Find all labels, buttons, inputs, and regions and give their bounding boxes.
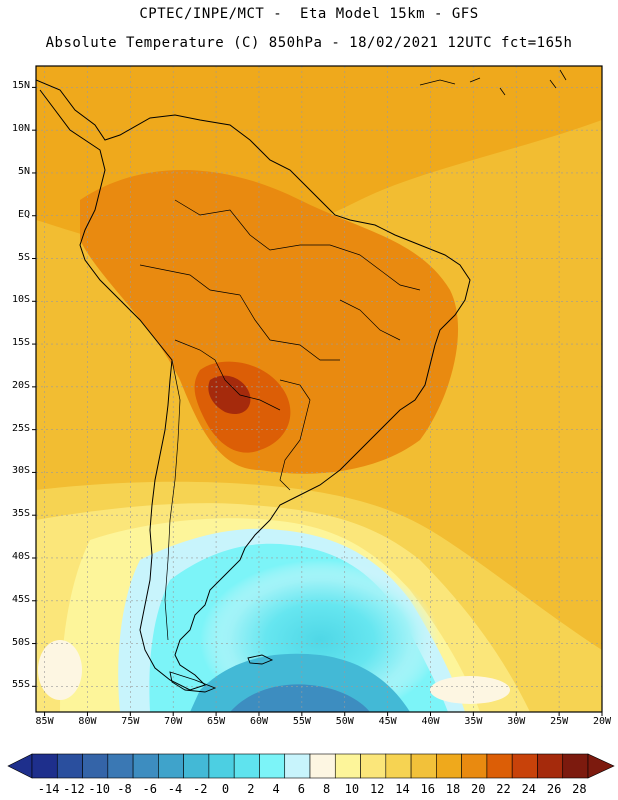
latitude-tick-label: 35S: [11, 508, 30, 520]
field-cream-spot-west: [38, 640, 82, 700]
colorbar-swatch: [360, 753, 387, 779]
colorbar-tick-label: 2: [247, 782, 255, 796]
colorbar-swatch: [436, 753, 462, 779]
longitude-tick-label: 85W: [35, 716, 54, 727]
longitude-tick-label: 20W: [592, 716, 612, 727]
colorbar-high-arrow: [587, 753, 615, 779]
colorbar-swatch: [385, 753, 412, 779]
map-frame: [35, 65, 603, 713]
colorbar-tick-label: -10: [88, 782, 111, 796]
longitude-tick-label: 25W: [550, 716, 569, 727]
colorbar-tick-label: -6: [142, 782, 157, 796]
colorbar-tick-label: 12: [369, 782, 385, 796]
latitude-tick-label: 15S: [11, 337, 30, 349]
field-band-neg4: [230, 684, 370, 712]
chart-title: CPTEC/INPE/MCT - Eta Model 15km - GFS: [139, 6, 479, 22]
colorbar-swatch: [309, 753, 336, 779]
longitude-tick-label: 65W: [207, 716, 226, 727]
longitude-tick-label: 55W: [292, 716, 311, 727]
longitude-tick-label: 35W: [464, 716, 483, 727]
colorbar-swatch: [183, 753, 210, 779]
latitude-tick-label: 40S: [11, 550, 30, 562]
colorbar-swatch: [31, 753, 58, 779]
latitude-tick-label: 55S: [11, 679, 30, 691]
latitude-tick-label: 10S: [11, 294, 30, 306]
colorbar-swatch: [334, 753, 361, 779]
colorbar-tick-label: 6: [297, 782, 305, 796]
field-band-0: [190, 653, 410, 712]
colorbar-tick-label: 26: [546, 782, 562, 796]
colorbar-tick-label: -8: [117, 782, 132, 796]
colorbar-swatch: [486, 753, 513, 779]
colorbar-low-arrow: [7, 753, 33, 779]
colorbar-swatch: [233, 753, 260, 779]
map-gridlines: [36, 66, 602, 712]
colorbar-swatch: [259, 753, 286, 779]
colorbar-swatch: [56, 753, 83, 779]
colorbar-swatch: [537, 753, 564, 779]
latitude-tick-label: 15N: [11, 80, 30, 92]
colorbar-tick-label: -2: [193, 782, 208, 796]
latitude-tick-label: 20S: [11, 379, 30, 391]
colorbar-swatch: [511, 753, 538, 779]
longitude-tick-label: 45W: [378, 716, 397, 727]
colorbar: [7, 753, 615, 779]
colorbar-tick-label: 28: [572, 782, 587, 796]
latitude-tick-label: 5S: [17, 251, 30, 263]
field-cream-spot: [430, 676, 510, 704]
axis-ticks: [32, 86, 603, 716]
colorbar-tick-label: 20: [471, 782, 486, 796]
colorbar-swatch: [208, 753, 235, 779]
colorbar-swatch: [284, 753, 311, 779]
longitude-tick-label: 50W: [335, 716, 354, 727]
latitude-tick-label: 25S: [11, 422, 30, 434]
latitude-tick-label: 50S: [11, 636, 30, 648]
south-america-coastline: [36, 79, 471, 691]
colorbar-tick-label: 16: [420, 782, 435, 796]
colorbar-tick-label: 14: [395, 782, 410, 796]
colorbar-tick-label: 18: [445, 782, 461, 796]
colorbar-tick-label: -4: [167, 782, 183, 796]
colorbar-tick-label: -12: [63, 782, 85, 796]
longitude-tick-label: 30W: [507, 716, 526, 727]
longitude-tick-label: 40W: [421, 716, 440, 727]
colorbar-swatch: [461, 753, 488, 779]
colorbar-swatch: [410, 753, 437, 779]
colorbar-swatch: [158, 753, 184, 779]
colorbar-tick-label: 0: [221, 782, 230, 796]
colorbar-tick-label: 24: [521, 782, 537, 796]
caribbean-islands: [419, 69, 567, 96]
colorbar-tick-label: 10: [344, 782, 360, 796]
latitude-tick-label: 45S: [11, 593, 30, 605]
latitude-tick-label: 5N: [17, 165, 30, 177]
colorbar-tick-label: 4: [272, 782, 280, 796]
field-continent-warm: [80, 170, 459, 474]
country-borders: [139, 199, 421, 641]
latitude-tick-label: 10N: [11, 123, 30, 135]
colorbar-swatch: [562, 753, 589, 779]
chart-subtitle: Absolute Temperature (C) 850hPa - 18/02/…: [45, 35, 573, 51]
falkland-islands: [247, 654, 274, 665]
longitude-tick-label: 75W: [121, 716, 140, 727]
colorbar-tick-label: 8: [323, 782, 331, 796]
temperature-field: [36, 66, 602, 712]
longitude-tick-label: 70W: [164, 716, 183, 727]
colorbar-swatch: [82, 753, 109, 779]
colorbar-swatch: [107, 753, 134, 779]
latitude-tick-label: EQ: [17, 208, 30, 220]
colorbar-tick-label: 22: [496, 782, 511, 796]
longitude-tick-label: 60W: [249, 716, 268, 727]
tierra-del-fuego: [169, 671, 217, 693]
colorbar-tick-label: -14: [37, 782, 60, 796]
latitude-tick-label: 30S: [11, 465, 30, 477]
longitude-tick-label: 80W: [78, 716, 97, 727]
colorbar-swatch: [132, 753, 159, 779]
field-hot-spot: [208, 375, 251, 415]
